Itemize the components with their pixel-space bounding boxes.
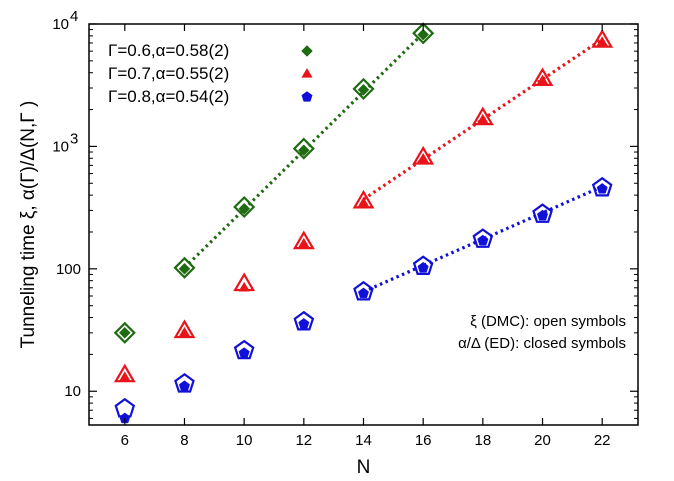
closed-point [298,318,310,329]
open-point [292,230,315,250]
legend-label: Γ=0.8,α=0.54(2) [108,87,229,106]
open-point [174,372,195,393]
legend-marker [301,45,313,57]
y-tick-label: 10 [52,16,69,33]
open-point [173,256,196,279]
closed-point [417,28,430,41]
open-point [532,203,553,223]
legend-marker [301,68,313,78]
closed-point [537,209,549,221]
y-tick-exponent: 4 [70,8,78,25]
x-tick-label: 16 [415,432,432,449]
open-point [352,189,375,209]
annotation: α/Δ (ED): closed symbols [458,335,626,352]
closed-point [357,83,370,96]
closed-point [358,287,369,299]
open-point [412,22,435,45]
closed-point [238,202,251,215]
fit-lines [183,32,604,294]
closed-point [477,234,489,246]
open-point [471,106,494,126]
open-point [292,137,315,160]
legend-label: Γ=0.6,α=0.58(2) [108,41,229,60]
open-point [233,339,255,360]
closed-point [417,261,429,273]
legend: Γ=0.6,α=0.58(2) Γ=0.7,α=0.55(2) Γ=0.8,α=0.… [108,41,313,106]
open-point [114,397,136,418]
x-tick-label: 20 [534,432,551,449]
x-tick-label: 10 [236,432,253,449]
open-point [233,195,256,219]
open-point [113,363,136,383]
x-tick-label: 8 [180,432,188,449]
open-point [173,319,196,339]
open-point [531,67,554,87]
open-point [113,321,136,344]
closed-point [118,326,131,339]
legend-label: Γ=0.7,α=0.55(2) [108,64,229,83]
y-tick-label: 10 [52,138,69,155]
open-point [591,29,614,48]
open-point [472,228,494,248]
closed-point [297,144,310,157]
closed-point [238,347,250,358]
y-axis-label: Tunneling time ξ, α(Γ)/Δ(N,Γ ) [18,101,39,349]
y-tick-exponent: 3 [70,130,78,147]
x-tick-label: 14 [355,432,372,449]
x-axis-label: N [357,457,371,478]
x-tick-label: 6 [121,432,129,449]
open-point [591,176,613,197]
open-point [233,272,256,292]
open-point [412,145,435,165]
open-point [353,280,374,301]
open-point [352,77,375,100]
x-tick-label: 18 [475,432,492,449]
x-tick-label: 22 [594,432,611,449]
fit-line [362,185,603,294]
fit-line [183,32,425,269]
data-points [113,22,614,424]
y-tick-label: 10 [64,383,81,400]
annotation: ξ (DMC): open symbols [470,313,626,330]
open-point [412,255,434,275]
closed-point [178,380,190,391]
x-tick-label: 12 [295,432,312,449]
closed-point [596,183,608,194]
open-point [293,310,315,331]
y-tick-label: 100 [56,261,81,278]
annotations: ξ (DMC): open symbols α/Δ (ED): closed sy… [458,313,626,352]
closed-point [178,262,191,275]
legend-marker [301,91,313,102]
